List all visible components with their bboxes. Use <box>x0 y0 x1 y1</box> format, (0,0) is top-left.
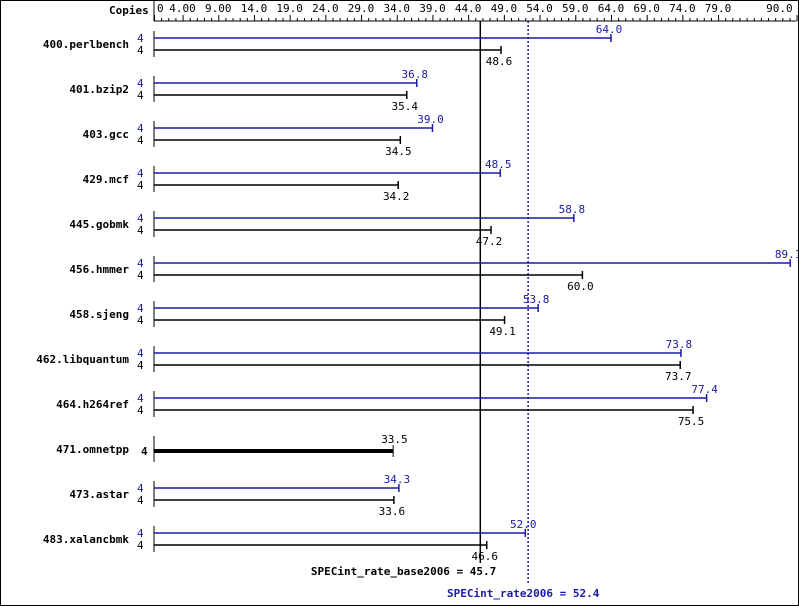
base-value-label: 47.2 <box>476 235 503 248</box>
benchmark-label: 403.gcc <box>83 128 129 141</box>
base-value-label: 34.5 <box>385 145 412 158</box>
benchmark-label: 483.xalancbmk <box>43 533 129 546</box>
tick-label: 0 <box>157 2 164 15</box>
base-value-label: 33.6 <box>379 505 406 518</box>
peak-copies: 4 <box>137 257 144 270</box>
base-copies: 4 <box>137 539 144 552</box>
peak-value-label: 39.0 <box>417 113 444 126</box>
peak-value-label: 52.0 <box>510 518 537 531</box>
peak-value-label: 34.3 <box>384 473 411 486</box>
tick-label: 14.0 <box>241 2 268 15</box>
benchmark-label: 429.mcf <box>83 173 129 186</box>
peak-copies: 4 <box>137 32 144 45</box>
base-copies: 4 <box>137 359 144 372</box>
peak-copies: 4 <box>137 527 144 540</box>
tick-label: 29.0 <box>348 2 375 15</box>
peak-value-label: 89.1 <box>775 248 798 261</box>
base-copies: 4 <box>137 44 144 57</box>
peak-value-label: 64.0 <box>596 23 623 36</box>
base-copies: 4 <box>137 89 144 102</box>
base-value-label: 35.4 <box>392 100 419 113</box>
tick-label: 9.00 <box>205 2 232 15</box>
peak-value-label: 48.5 <box>485 158 512 171</box>
benchmark-label: 458.sjeng <box>69 308 129 321</box>
base-value-label: 46.6 <box>471 550 498 563</box>
benchmark-label: 445.gobmk <box>69 218 129 231</box>
tick-label: 34.0 <box>384 2 411 15</box>
tick-label: 90.0 <box>766 2 793 15</box>
peak-copies: 4 <box>137 77 144 90</box>
benchmark-label: 462.libquantum <box>36 353 129 366</box>
base-copies: 4 <box>137 179 144 192</box>
base-value-label: 60.0 <box>567 280 594 293</box>
benchmark-label: 456.hmmer <box>69 263 129 276</box>
peak-copies: 4 <box>137 212 144 225</box>
peak-value-label: 53.8 <box>523 293 550 306</box>
tick-label: 49.0 <box>491 2 518 15</box>
benchmark-label: 471.omnetpp <box>56 443 129 456</box>
base-copies: 4 <box>137 224 144 237</box>
peak-copies: 4 <box>137 347 144 360</box>
base-copies: 4 <box>137 269 144 282</box>
peak-copies: 4 <box>137 482 144 495</box>
base-value-label: 48.6 <box>486 55 513 68</box>
peak-value-label: 58.8 <box>559 203 586 216</box>
tick-label: 39.0 <box>419 2 446 15</box>
tick-label: 24.0 <box>312 2 339 15</box>
peak-copies: 4 <box>137 302 144 315</box>
tick-label: 54.0 <box>526 2 553 15</box>
base-copies: 4 <box>141 445 148 458</box>
base-value-label: 75.5 <box>678 415 705 428</box>
tick-label: 69.0 <box>633 2 660 15</box>
copies-header: Copies <box>109 4 149 17</box>
peak-copies: 4 <box>137 392 144 405</box>
peak-value-label: 77.4 <box>691 383 718 396</box>
tick-label: 19.0 <box>276 2 303 15</box>
base-copies: 4 <box>137 494 144 507</box>
peak-value-label: 36.8 <box>402 68 429 81</box>
tick-label: 59.0 <box>562 2 589 15</box>
benchmark-label: 401.bzip2 <box>69 83 129 96</box>
base-copies: 4 <box>137 134 144 147</box>
tick-label: 64.0 <box>598 2 625 15</box>
tick-label: 4.00 <box>169 2 196 15</box>
peak-value-label: 73.8 <box>666 338 693 351</box>
tick-label: 79.0 <box>705 2 732 15</box>
base-value-label: 49.1 <box>489 325 516 338</box>
peak-copies: 4 <box>137 122 144 135</box>
base-copies: 4 <box>137 314 144 327</box>
tick-label: 74.0 <box>669 2 696 15</box>
benchmark-label: 400.perlbench <box>43 38 129 51</box>
tick-label: 44.0 <box>455 2 482 15</box>
base-value-label: 33.5 <box>381 433 408 446</box>
base-reference-label: SPECint_rate_base2006 = 45.7 <box>311 565 496 578</box>
base-copies: 4 <box>137 404 144 417</box>
peak-copies: 4 <box>137 167 144 180</box>
peak-reference-label: SPECint_rate2006 = 52.4 <box>447 587 600 600</box>
benchmark-label: 464.h264ref <box>56 398 129 411</box>
base-value-label: 73.7 <box>665 370 692 383</box>
base-value-label: 34.2 <box>383 190 410 203</box>
benchmark-label: 473.astar <box>69 488 129 501</box>
